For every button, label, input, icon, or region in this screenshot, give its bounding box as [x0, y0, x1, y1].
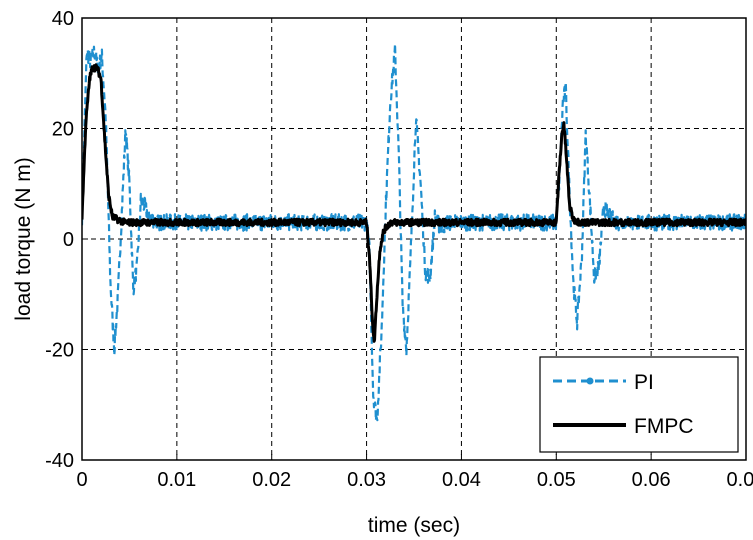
y-tick-label: 40 [52, 8, 74, 30]
y-tick-label: -20 [45, 340, 74, 362]
x-tick-label: 0.05 [537, 469, 576, 491]
y-tick-label: 20 [52, 119, 74, 141]
legend-label-fmpc: FMPC [634, 415, 694, 438]
grid-lines [82, 18, 746, 460]
legend-box [539, 356, 739, 453]
y-axis-label: load torque (N m) [12, 157, 35, 320]
x-axis-ticks: 0 0.01 0.02 0.03 0.04 0.05 0.06 0.07 [76, 454, 753, 491]
legend-marker-pi [586, 377, 594, 385]
y-axis-ticks: -40 -20 0 20 40 [45, 8, 88, 472]
y-tick-label: 0 [63, 229, 74, 251]
x-axis-label: time (sec) [368, 514, 460, 537]
x-tick-label: 0.03 [347, 469, 386, 491]
x-tick-label: 0.04 [442, 469, 481, 491]
x-tick-label: 0.01 [157, 469, 196, 491]
x-tick-label: 0.06 [632, 469, 671, 491]
x-tick-label: 0.02 [252, 469, 291, 491]
legend: PI FMPC [539, 356, 739, 453]
legend-label-pi: PI [634, 371, 654, 394]
x-tick-label: 0 [76, 469, 87, 491]
x-tick-label: 0.07 [727, 469, 753, 491]
y-tick-label: -40 [45, 450, 74, 472]
series-layer [82, 42, 746, 422]
series-line-fmpc [82, 63, 746, 343]
